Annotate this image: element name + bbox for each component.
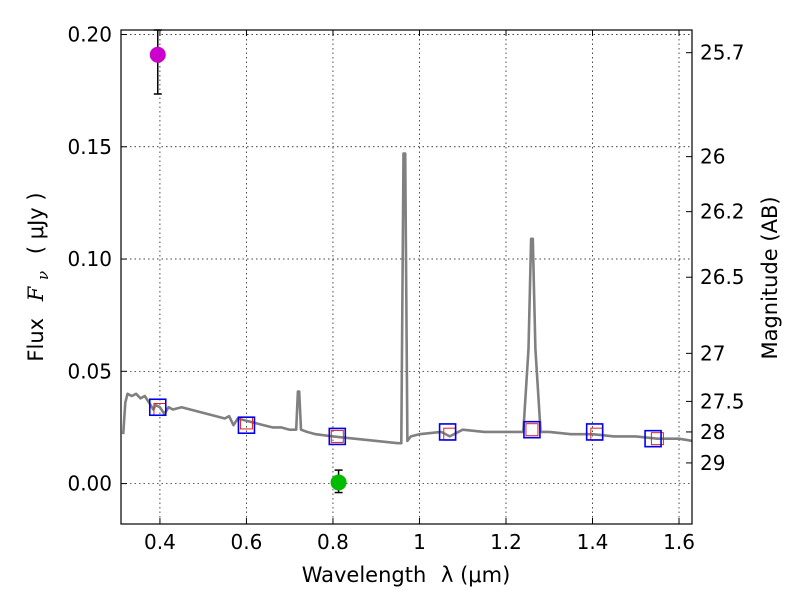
observed-square-point [644,429,662,448]
y-axis-label-math-sub: ν [34,271,52,280]
x-tick-label: 1 [413,530,426,554]
observed-square-point [438,423,457,441]
model-photometry-point [525,423,539,437]
ticks: 0.4 0.6 0.8 1 1.2 1.4 1.6 0.00 0.05 0.10 0.15 0.20 2… [67,22,744,554]
x-tick-label: 0.8 [317,530,349,554]
y-axis-label-unit: ( μJy ) [24,192,48,254]
mag-tick-label: 29 [700,451,725,475]
x-axis-label: Wavelength λ (μm) [302,563,511,587]
observed-square-point [585,423,604,441]
y-tick-label: 0.10 [67,247,112,271]
observed-square-point [328,427,347,446]
x-tick-label: 0.6 [231,530,263,554]
y-tick-label: 0.20 [67,22,112,46]
x-tick-label: 1.6 [663,530,695,554]
observed-square-point [523,420,541,439]
mag-tick-label: 27.5 [700,389,745,413]
mag-tick-label: 26.2 [700,200,745,224]
mag-tick-label: 26 [700,145,725,169]
y-axis-label-text: Flux [24,318,48,362]
model-photometry-point [650,432,664,446]
y2-axis-label: Magnitude (AB) [758,196,782,359]
spectrum-line [121,152,693,445]
x-tick-label: 1.4 [577,530,609,554]
magenta-point [149,46,166,63]
y-tick-label: 0.05 [67,359,112,383]
mag-tick-label: 27 [700,341,725,365]
mag-tick-label: 28 [700,420,725,444]
y-axis-label: Flux F ν ( μJy ) [24,192,53,361]
x-tick-label: 1.2 [490,530,522,554]
x-axis-label-text: Wavelength [302,563,427,587]
y-axis-label-math: F [24,285,48,302]
y-tick-label: 0.00 [67,472,112,496]
mag-tick-label: 26.5 [700,265,745,289]
x-axis-label-math: λ (μm) [441,563,510,587]
green-point [330,474,347,491]
x-tick-label: 0.4 [144,530,176,554]
y-tick-label: 0.15 [67,135,112,159]
plot-content [121,29,693,494]
model-photometry-point [330,429,344,443]
grid [121,30,692,524]
mag-tick-label: 25.7 [700,41,745,65]
observed-square-point [237,416,256,435]
observed-square-point [148,398,167,417]
